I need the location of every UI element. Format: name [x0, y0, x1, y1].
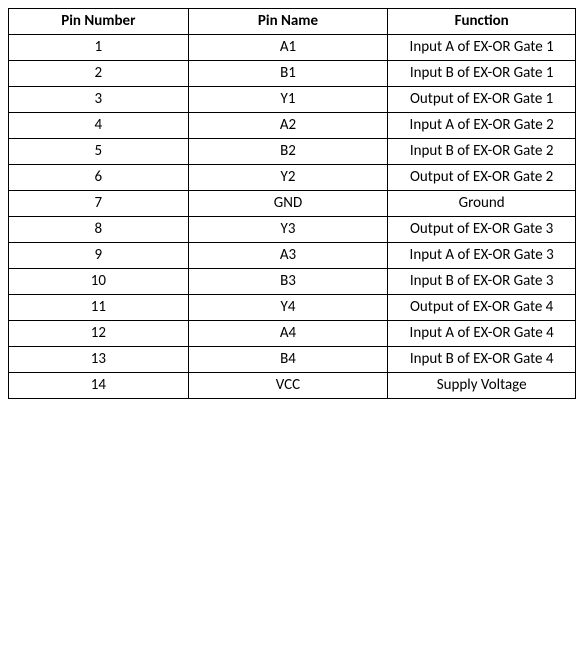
- cell-pin-name: A4: [188, 321, 388, 347]
- table-row: 2B1Input B of EX-OR Gate 1: [9, 61, 576, 87]
- cell-pin-number: 2: [9, 61, 189, 87]
- table-row: 6Y2Output of EX-OR Gate 2: [9, 165, 576, 191]
- cell-function: Output of EX-OR Gate 3: [388, 217, 576, 243]
- cell-function: Supply Voltage: [388, 373, 576, 399]
- table-row: 12A4Input A of EX-OR Gate 4: [9, 321, 576, 347]
- cell-pin-number: 6: [9, 165, 189, 191]
- table-row: 4A2Input A of EX-OR Gate 2: [9, 113, 576, 139]
- cell-function: Output of EX-OR Gate 4: [388, 295, 576, 321]
- cell-pin-name: GND: [188, 191, 388, 217]
- table-row: 11Y4Output of EX-OR Gate 4: [9, 295, 576, 321]
- cell-pin-name: Y2: [188, 165, 388, 191]
- cell-pin-number: 12: [9, 321, 189, 347]
- cell-pin-number: 14: [9, 373, 189, 399]
- cell-pin-number: 13: [9, 347, 189, 373]
- cell-function: Input A of EX-OR Gate 1: [388, 35, 576, 61]
- cell-pin-name: Y1: [188, 87, 388, 113]
- cell-function: Input B of EX-OR Gate 3: [388, 269, 576, 295]
- cell-pin-name: Y4: [188, 295, 388, 321]
- cell-function: Input B of EX-OR Gate 4: [388, 347, 576, 373]
- table-row: 3Y1Output of EX-OR Gate 1: [9, 87, 576, 113]
- table-row: 5B2Input B of EX-OR Gate 2: [9, 139, 576, 165]
- cell-pin-number: 5: [9, 139, 189, 165]
- cell-function: Input A of EX-OR Gate 4: [388, 321, 576, 347]
- table-row: 13B4Input B of EX-OR Gate 4: [9, 347, 576, 373]
- cell-pin-name: B1: [188, 61, 388, 87]
- table-row: 7GNDGround: [9, 191, 576, 217]
- header-pin-name: Pin Name: [188, 9, 388, 35]
- table-body: 1A1Input A of EX-OR Gate 12B1Input B of …: [9, 35, 576, 399]
- pin-table: Pin Number Pin Name Function 1A1Input A …: [8, 8, 576, 399]
- table-row: 8Y3Output of EX-OR Gate 3: [9, 217, 576, 243]
- cell-pin-name: A2: [188, 113, 388, 139]
- cell-pin-number: 1: [9, 35, 189, 61]
- cell-pin-number: 3: [9, 87, 189, 113]
- header-function: Function: [388, 9, 576, 35]
- cell-function: Output of EX-OR Gate 2: [388, 165, 576, 191]
- cell-function: Ground: [388, 191, 576, 217]
- cell-pin-number: 4: [9, 113, 189, 139]
- table-row: 9A3Input A of EX-OR Gate 3: [9, 243, 576, 269]
- cell-pin-number: 8: [9, 217, 189, 243]
- cell-function: Input B of EX-OR Gate 2: [388, 139, 576, 165]
- cell-function: Input B of EX-OR Gate 1: [388, 61, 576, 87]
- cell-function: Input A of EX-OR Gate 3: [388, 243, 576, 269]
- table-header-row: Pin Number Pin Name Function: [9, 9, 576, 35]
- table-row: 14VCCSupply Voltage: [9, 373, 576, 399]
- table-row: 10B3Input B of EX-OR Gate 3: [9, 269, 576, 295]
- cell-pin-number: 10: [9, 269, 189, 295]
- cell-pin-name: B3: [188, 269, 388, 295]
- cell-pin-name: A3: [188, 243, 388, 269]
- header-pin-number: Pin Number: [9, 9, 189, 35]
- cell-function: Output of EX-OR Gate 1: [388, 87, 576, 113]
- cell-function: Input A of EX-OR Gate 2: [388, 113, 576, 139]
- cell-pin-name: B4: [188, 347, 388, 373]
- cell-pin-number: 11: [9, 295, 189, 321]
- cell-pin-name: Y3: [188, 217, 388, 243]
- cell-pin-number: 9: [9, 243, 189, 269]
- cell-pin-name: VCC: [188, 373, 388, 399]
- table-row: 1A1Input A of EX-OR Gate 1: [9, 35, 576, 61]
- cell-pin-name: B2: [188, 139, 388, 165]
- cell-pin-number: 7: [9, 191, 189, 217]
- cell-pin-name: A1: [188, 35, 388, 61]
